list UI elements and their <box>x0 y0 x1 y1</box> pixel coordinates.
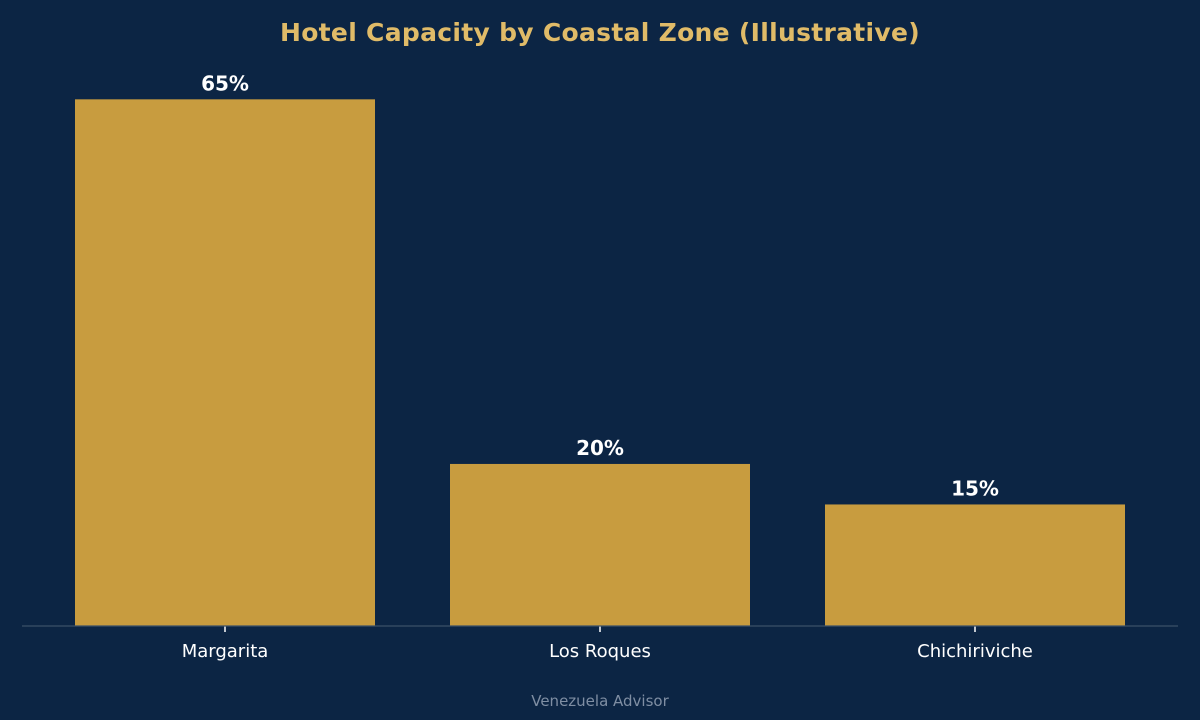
bar-los-roques <box>450 463 750 626</box>
footer-credit: Venezuela Advisor <box>531 692 669 710</box>
x-tick-label: Margarita <box>182 641 269 662</box>
data-label: 65% <box>201 71 249 95</box>
chart-title: Hotel Capacity by Coastal Zone (Illustra… <box>279 18 920 47</box>
bar-chichiriviche <box>825 504 1125 626</box>
bar-margarita <box>75 99 375 627</box>
data-label: 15% <box>951 476 999 500</box>
x-tick-label: Los Roques <box>549 641 651 662</box>
x-tick-label: Chichiriviche <box>917 641 1033 662</box>
data-label: 20% <box>576 436 624 460</box>
